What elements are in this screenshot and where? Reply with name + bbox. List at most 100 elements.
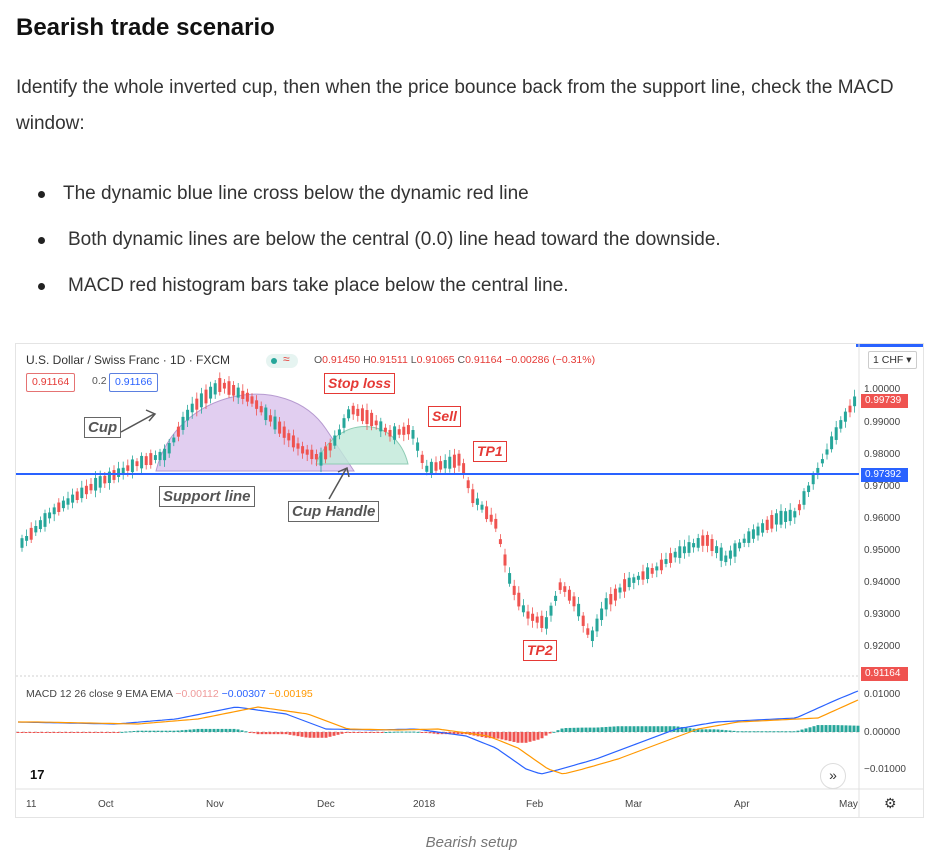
histogram-bar xyxy=(56,732,60,733)
histogram-bar xyxy=(724,730,728,732)
figure-caption: Bearish setup xyxy=(425,834,518,851)
candle-body xyxy=(130,459,134,473)
settings-gear-icon[interactable]: ⚙ xyxy=(884,795,897,811)
candle-body xyxy=(255,400,259,409)
histogram-bar xyxy=(436,732,440,735)
histogram-bar xyxy=(608,726,612,732)
histogram-bar xyxy=(628,726,632,732)
histogram-bar xyxy=(224,728,228,732)
histogram-bar xyxy=(588,727,592,732)
histogram-bar xyxy=(680,727,684,732)
price-tick: 0.92000 xyxy=(864,641,901,652)
candle-body xyxy=(204,389,208,404)
candle-body xyxy=(788,509,792,522)
candle-body xyxy=(811,475,815,485)
histogram-bar xyxy=(156,730,160,732)
candle-body xyxy=(738,542,742,549)
histogram-bar xyxy=(664,726,668,732)
bullet-dot xyxy=(38,237,45,244)
histogram-bar xyxy=(504,732,508,741)
histogram-bar xyxy=(184,729,188,732)
scroll-forward-icon[interactable]: » xyxy=(820,763,846,789)
histogram-bar xyxy=(844,725,848,732)
histogram-bar xyxy=(424,732,428,733)
candle-body xyxy=(756,526,760,536)
candle-body xyxy=(834,427,838,440)
candle-body xyxy=(89,483,93,491)
low-value: 0.91065 xyxy=(416,354,455,366)
time-tick: Dec xyxy=(317,799,335,810)
histogram-bar xyxy=(348,732,352,733)
candle-body xyxy=(264,407,268,421)
time-tick: Apr xyxy=(734,799,750,810)
candle-body xyxy=(406,425,410,435)
histogram-bar xyxy=(752,731,756,733)
candle-body xyxy=(52,507,56,515)
histogram-bar xyxy=(612,726,616,732)
histogram-bar xyxy=(812,726,816,732)
histogram-bar xyxy=(336,732,340,735)
candle-body xyxy=(646,567,650,580)
candle-body xyxy=(296,443,300,449)
histogram-bar xyxy=(556,730,560,732)
histogram-bar xyxy=(748,731,752,733)
histogram-bar xyxy=(740,731,744,733)
candle-body xyxy=(535,616,539,623)
candle-body xyxy=(425,465,429,472)
cup-annotation: Cup xyxy=(84,417,122,438)
macd-tick: 0.00000 xyxy=(864,727,901,738)
candle-body xyxy=(383,427,387,432)
candle-body xyxy=(222,382,226,389)
histogram-bar xyxy=(84,732,88,733)
close-value: 0.91164 xyxy=(465,354,503,366)
signal-value: −0.00195 xyxy=(268,688,313,700)
histogram-bar xyxy=(544,732,548,736)
histogram-bar xyxy=(816,725,820,732)
candle-body xyxy=(820,459,824,464)
histogram-bar xyxy=(832,725,836,732)
histogram-bar xyxy=(180,730,184,732)
cup-arrow xyxy=(120,413,155,433)
histogram-bar xyxy=(432,732,436,734)
histogram-bar xyxy=(112,732,116,733)
candle-body xyxy=(701,535,705,546)
high-label: H xyxy=(363,354,371,366)
macd-hist-value: −0.00112 xyxy=(175,688,219,700)
time-tick: Feb xyxy=(526,799,544,810)
currency-dropdown[interactable]: 1 CHF ▾ xyxy=(868,351,917,369)
histogram-bar xyxy=(304,732,308,738)
histogram-bar xyxy=(128,731,132,733)
candle-body xyxy=(618,587,622,593)
sell-price-button[interactable]: 0.91164 xyxy=(26,373,76,392)
histogram-bar xyxy=(48,732,52,733)
candle-body xyxy=(411,430,415,439)
candle-body xyxy=(462,463,466,474)
candle-body xyxy=(825,449,829,455)
histogram-bar xyxy=(500,732,504,740)
histogram-bar xyxy=(840,725,844,732)
histogram-bar xyxy=(720,729,724,732)
candle-body xyxy=(48,512,52,519)
time-tick: Nov xyxy=(206,799,224,810)
buy-price-button[interactable]: 0.91166 xyxy=(109,373,159,392)
candle-body xyxy=(742,538,746,543)
macd-legend: MACD 12 26 close 9 EMA EMA −0.00112 −0.0… xyxy=(26,688,313,700)
histogram-bar xyxy=(372,732,376,733)
open-label: O xyxy=(314,354,323,366)
histogram-bar xyxy=(360,732,364,733)
histogram-bar xyxy=(536,732,540,740)
histogram-bar xyxy=(260,732,264,735)
histogram-bar xyxy=(652,726,656,732)
histogram-bar xyxy=(88,732,92,733)
currency-label: CHF xyxy=(881,354,904,366)
candle-body xyxy=(531,613,535,621)
candle-body xyxy=(600,608,604,621)
histogram-bar xyxy=(376,732,380,733)
candle-body xyxy=(770,514,774,529)
histogram-bar xyxy=(564,728,568,732)
candle-body xyxy=(609,594,613,605)
candle-body xyxy=(508,573,512,584)
signal-line xyxy=(18,699,859,775)
candle-body xyxy=(245,392,249,402)
histogram-bar xyxy=(644,726,648,732)
